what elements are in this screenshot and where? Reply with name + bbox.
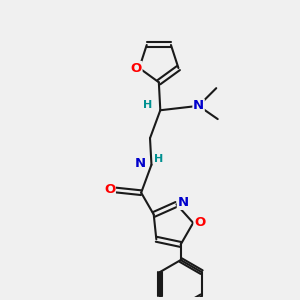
Text: N: N bbox=[193, 99, 204, 112]
Text: N: N bbox=[135, 157, 146, 170]
Text: O: O bbox=[104, 183, 115, 196]
Text: N: N bbox=[177, 196, 188, 209]
Text: H: H bbox=[154, 154, 164, 164]
Text: O: O bbox=[131, 61, 142, 74]
Text: H: H bbox=[143, 100, 153, 110]
Text: O: O bbox=[194, 216, 205, 230]
